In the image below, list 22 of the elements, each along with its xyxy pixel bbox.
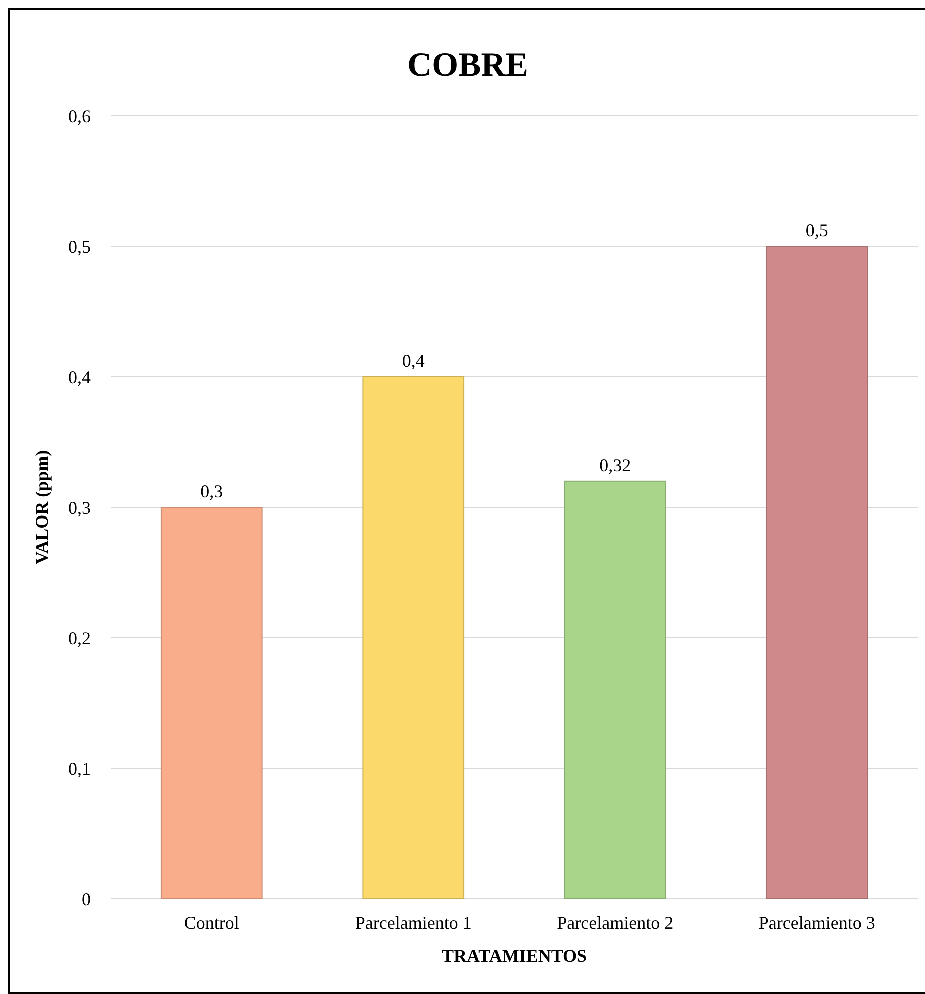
y-tick-label: 0,3: [68, 498, 91, 518]
bar: [362, 376, 465, 900]
y-tick-label: 0,5: [68, 236, 91, 257]
x-axis-title: TRATAMIENTOS: [442, 946, 588, 966]
x-tick-label: Parcelamiento 3: [758, 913, 876, 933]
y-tick-label: 0,2: [68, 628, 91, 648]
x-tick-label: Control: [184, 913, 240, 933]
data-label: 0,4: [402, 351, 425, 371]
chart-title: COBRE: [408, 47, 528, 84]
data-label: 0,3: [200, 482, 224, 502]
y-tick-label: 0,1: [68, 758, 91, 779]
x-tick-label: Parcelamiento 2: [557, 913, 674, 933]
bar: [766, 246, 868, 900]
y-tick-label: 0,4: [68, 367, 91, 388]
y-tick-label: 0: [82, 889, 91, 910]
y-tick-label: 0,6: [68, 106, 91, 126]
data-label: 0,32: [600, 455, 632, 476]
bar: [160, 507, 263, 900]
bar: [564, 480, 666, 900]
data-label: 0,5: [806, 220, 828, 240]
y-axis-title: VALOR (ppm): [32, 450, 52, 565]
x-tick-label: Parcelamiento 1: [355, 913, 472, 933]
